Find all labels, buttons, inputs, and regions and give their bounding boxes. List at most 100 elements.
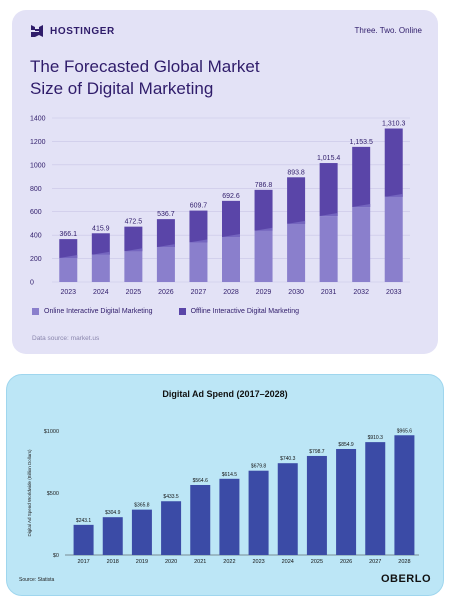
y-tick-label: 1400 bbox=[30, 116, 46, 123]
x-tick-label: 2020 bbox=[165, 559, 177, 565]
ad-spend-card: Digital Ad Spend (2017–2028) $0 $500 $1000… bbox=[6, 374, 444, 596]
bar-online bbox=[254, 230, 273, 282]
bar-total-label: 1,153.5 bbox=[350, 139, 373, 146]
bar-slant-edge bbox=[156, 244, 175, 248]
x-tick-label: 2025 bbox=[126, 289, 142, 296]
oberlo-logo: OBERLO bbox=[380, 573, 431, 585]
ad-spend-bar bbox=[248, 470, 269, 555]
x-tick-label: 2027 bbox=[369, 559, 381, 565]
y-tick-label: 200 bbox=[30, 256, 42, 263]
legend-swatch-online bbox=[32, 308, 39, 315]
brand: HOSTINGER bbox=[30, 24, 115, 38]
bar-online bbox=[124, 251, 143, 282]
y-tick-label: 400 bbox=[30, 233, 42, 240]
bar-slant-edge bbox=[352, 204, 371, 208]
bar-online bbox=[189, 242, 208, 282]
ad-spend-bar bbox=[336, 448, 357, 555]
data-source: Data source: market.us bbox=[32, 335, 100, 342]
bar-online bbox=[319, 216, 338, 282]
bar-value-label: $910.3 bbox=[368, 435, 384, 441]
ad-spend-bar bbox=[73, 524, 94, 555]
legend-label-online: Online Interactive Digital Marketing bbox=[44, 308, 153, 315]
ad-spend-source: Source: Statista bbox=[19, 577, 55, 583]
bar-online bbox=[91, 254, 110, 282]
bar-slant-edge bbox=[319, 213, 338, 217]
chart-title-line-1: The Forecasted Global Market bbox=[30, 57, 260, 76]
x-tick-label: 2030 bbox=[288, 289, 304, 296]
ad-spend-title: Digital Ad Spend (2017–2028) bbox=[162, 389, 288, 399]
bar-total-label: 1,015.4 bbox=[317, 155, 340, 162]
bar-value-label: $564.6 bbox=[193, 478, 209, 484]
bar-total-label: 893.8 bbox=[287, 169, 305, 176]
bar-offline bbox=[352, 146, 371, 208]
x-tick-label: 2028 bbox=[223, 289, 239, 296]
x-tick-label: 2028 bbox=[398, 559, 410, 565]
bar-slant-edge bbox=[287, 220, 306, 224]
y-tick-label: 800 bbox=[30, 186, 42, 193]
chart-legend: Online Interactive Digital Marketing Off… bbox=[32, 308, 299, 315]
bar-total-label: 609.7 bbox=[190, 203, 208, 210]
bar-value-label: $433.5 bbox=[163, 494, 179, 500]
bar-offline bbox=[384, 128, 403, 197]
ad-spend-bar bbox=[102, 517, 123, 555]
x-tick-label: 2025 bbox=[311, 559, 323, 565]
bar-online bbox=[222, 237, 240, 282]
legend-label-offline: Offline Interactive Digital Marketing bbox=[190, 308, 299, 315]
bar-value-label: $243.1 bbox=[76, 518, 92, 524]
tagline: Three. Two. Online bbox=[354, 26, 422, 35]
bar-value-label: $740.3 bbox=[280, 456, 296, 462]
x-tick-label: 2024 bbox=[93, 289, 109, 296]
x-tick-label: 2033 bbox=[386, 289, 402, 296]
y-tick-label: $1000 bbox=[44, 429, 59, 435]
x-tick-label: 2021 bbox=[194, 559, 206, 565]
y-tick-label: $0 bbox=[53, 553, 59, 559]
y-tick-label: 600 bbox=[30, 209, 42, 216]
bar-slant-edge bbox=[384, 193, 403, 197]
y-tick-label: 0 bbox=[30, 280, 34, 287]
bar-offline bbox=[287, 177, 306, 224]
bar-total-label: 536.7 bbox=[157, 211, 175, 218]
y-tick-label: 1200 bbox=[30, 139, 46, 146]
x-tick-label: 2026 bbox=[340, 559, 352, 565]
ad-spend-bar bbox=[190, 484, 211, 555]
hostinger-logo-icon bbox=[31, 25, 43, 37]
bar-offline bbox=[91, 233, 110, 255]
ad-spend-chart: $0 $500 $1000 Digital Ad Spend Worldwide (B… bbox=[27, 428, 419, 565]
bar-online bbox=[352, 207, 371, 282]
brand-name: HOSTINGER bbox=[50, 25, 115, 37]
legend-swatch-offline bbox=[178, 308, 186, 315]
bar-online bbox=[384, 196, 403, 282]
bar-slant-edge bbox=[91, 251, 110, 255]
bar-value-label: $798.7 bbox=[309, 449, 325, 455]
bar-value-label: $854.9 bbox=[338, 442, 354, 448]
bar-slant-edge bbox=[254, 227, 273, 231]
bar-offline bbox=[222, 200, 240, 238]
ad-spend-bar bbox=[394, 435, 415, 555]
x-tick-label: 2024 bbox=[282, 559, 294, 565]
y-tick-label: 1000 bbox=[30, 162, 46, 169]
bar-total-label: 366.1 bbox=[60, 231, 78, 238]
x-tick-label: 2029 bbox=[256, 289, 272, 296]
x-tick-label: 2023 bbox=[60, 289, 76, 296]
x-tick-label: 2022 bbox=[223, 559, 235, 565]
bar-online bbox=[59, 257, 78, 282]
ad-spend-bar bbox=[219, 478, 240, 555]
ad-spend-bar bbox=[277, 463, 298, 555]
bar-total-label: 692.6 bbox=[222, 193, 240, 200]
bar-offline bbox=[189, 210, 208, 243]
bar-online bbox=[156, 247, 175, 282]
legend-item-offline: Offline Interactive Digital Marketing bbox=[178, 308, 299, 315]
bar-total-label: 786.8 bbox=[255, 182, 273, 189]
bar-slant-edge bbox=[189, 239, 208, 243]
bar-value-label: $614.5 bbox=[222, 472, 238, 478]
bar-slant-edge bbox=[222, 234, 240, 238]
bar-offline bbox=[254, 189, 273, 231]
chart-title: The Forecasted Global Market Size of Dig… bbox=[30, 56, 330, 100]
market-size-chart: 0 200 400 600 800 1000 1200 1400 366.1 2023 415.9 2… bbox=[30, 116, 410, 296]
x-tick-label: 2027 bbox=[191, 289, 207, 296]
bar-offline bbox=[59, 239, 78, 258]
y-axis-label: Digital Ad Spend Worldwide (Billion Doll… bbox=[27, 449, 32, 536]
bar-total-label: 415.9 bbox=[92, 225, 110, 232]
bar-online bbox=[287, 223, 306, 282]
ad-spend-bar bbox=[365, 442, 386, 555]
